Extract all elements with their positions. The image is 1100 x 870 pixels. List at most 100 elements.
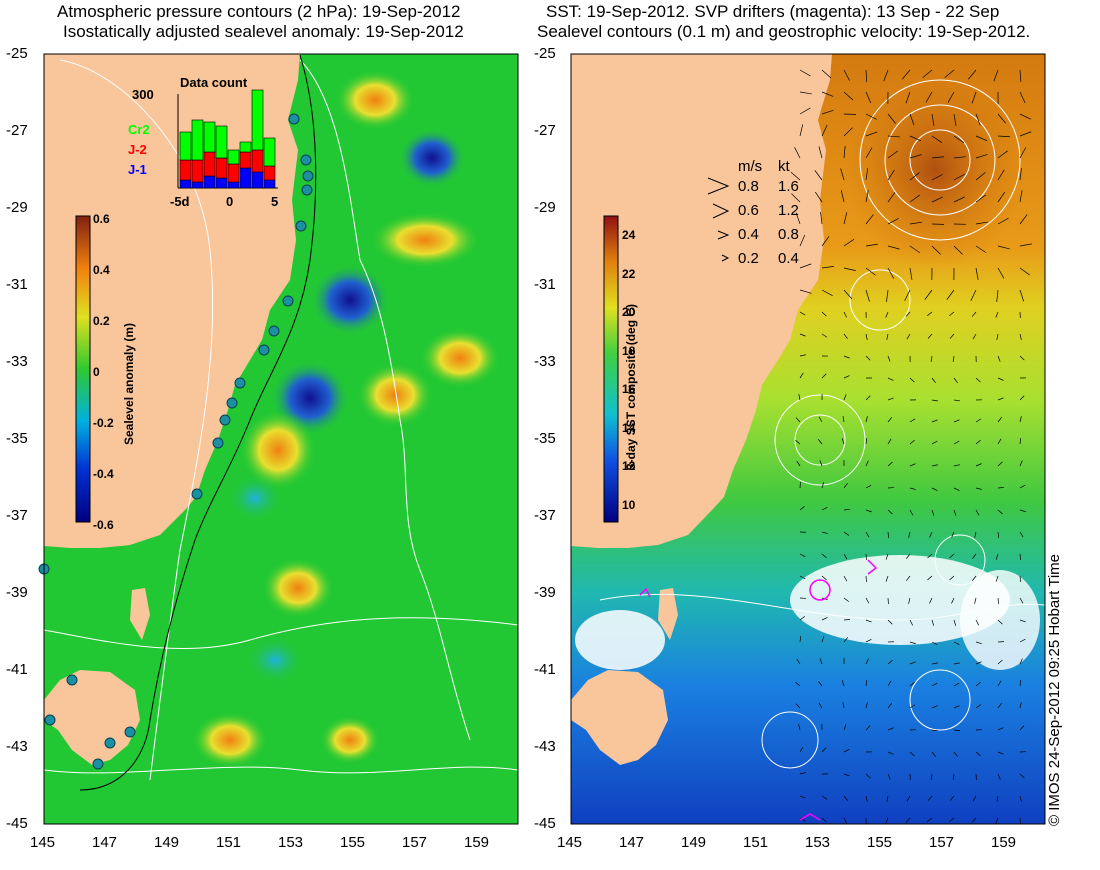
velocity-arrow xyxy=(975,267,979,280)
velocity-arrow xyxy=(799,69,811,77)
velocity-arrow xyxy=(887,751,894,755)
velocity-arrow xyxy=(905,575,911,581)
velocity-arrow xyxy=(997,377,1004,381)
velocity-arrow xyxy=(953,196,965,203)
velocity-arrow xyxy=(931,619,935,626)
right-map-frame xyxy=(570,53,1046,825)
velocity-arrow xyxy=(929,531,933,538)
velocity-arrow xyxy=(865,460,869,467)
shelf-contour xyxy=(79,54,317,791)
velocity-arrow xyxy=(975,439,981,445)
velocity-arrow xyxy=(951,597,955,604)
velocity-arrow xyxy=(930,773,933,780)
velocity-arrow xyxy=(909,463,916,467)
velocity-arrow xyxy=(1019,597,1024,604)
velocity-arrow xyxy=(931,245,941,255)
velocity-arrow xyxy=(997,659,1003,665)
latitude-tick-label: -43 xyxy=(534,738,556,755)
flinders-island xyxy=(658,588,678,640)
velocity-arrow xyxy=(865,416,868,423)
velocity-arrow xyxy=(887,135,900,138)
velocity-arrow xyxy=(901,69,911,80)
velocity-arrow xyxy=(799,746,804,753)
velocity-arrow xyxy=(996,289,999,302)
velocity-arrow xyxy=(927,311,933,316)
latitude-tick-label: -25 xyxy=(534,45,556,62)
velocity-arrow xyxy=(799,354,806,357)
velocity-arrow xyxy=(1019,113,1031,120)
sla-low-eddy xyxy=(245,636,305,684)
velocity-arrow xyxy=(865,113,877,120)
velocity-arrow xyxy=(885,817,889,824)
left-map-frame xyxy=(43,53,519,825)
velocity-arrow xyxy=(791,193,801,203)
latitude-tick-label: -27 xyxy=(6,122,28,139)
velocity-arrow xyxy=(818,416,823,423)
velocity-arrow xyxy=(997,531,1000,538)
velocity-arrow xyxy=(843,795,848,801)
velocity-arrow xyxy=(821,91,834,97)
velocity-arrow xyxy=(995,575,999,582)
velocity-arrow xyxy=(931,641,938,646)
velocity-arrow xyxy=(886,289,889,302)
histogram-bars xyxy=(179,89,276,189)
sla-high-eddy xyxy=(240,410,316,490)
velocity-arrow xyxy=(974,597,977,604)
velocity-arrow xyxy=(865,702,868,709)
velocity-arrow xyxy=(821,817,827,823)
velocity-arrow xyxy=(799,372,804,379)
velocity-arrow xyxy=(971,817,977,823)
velocity-arrow xyxy=(953,156,966,159)
cloud-mask xyxy=(960,570,1040,670)
velocity-arrow xyxy=(949,333,955,339)
velocity-arrow xyxy=(799,795,806,799)
velocity-arrow xyxy=(887,397,894,401)
histogram-bar xyxy=(251,89,264,151)
velocity-arrow xyxy=(1019,509,1026,513)
velocity-arrow xyxy=(795,417,801,423)
velocity-arrow xyxy=(931,509,935,516)
velocity-arrow xyxy=(887,192,896,203)
velocity-arrow xyxy=(997,191,1006,203)
velocity-arrow xyxy=(843,212,848,225)
velocity-arrow xyxy=(905,311,911,317)
velocity-arrow xyxy=(865,69,867,83)
velocity-arrow xyxy=(865,395,871,401)
longitude-tick-label: 155 xyxy=(340,834,366,851)
velocity-arrow xyxy=(975,194,986,203)
velocity-arrow xyxy=(908,531,911,538)
velocity-arrow xyxy=(931,662,938,665)
sst-colorbar-tick: 12 xyxy=(622,459,636,473)
histogram-bar xyxy=(239,167,252,189)
histogram-bar xyxy=(203,151,216,177)
warm-core-eddy xyxy=(845,70,1025,270)
velocity-arrow xyxy=(865,509,872,513)
velocity-arrow xyxy=(909,245,921,254)
velocity-arrow xyxy=(909,619,914,626)
velocity-arrow xyxy=(909,751,915,757)
velocity-arrow xyxy=(953,682,960,687)
histogram-xtick: 0 xyxy=(226,194,234,209)
velocity-arrow xyxy=(843,749,850,753)
sla-high-eddy xyxy=(370,212,480,268)
velocity-arrow xyxy=(841,680,845,687)
velocity-arrow xyxy=(927,553,933,559)
velocity-arrow xyxy=(1019,267,1030,276)
velocity-arrow xyxy=(997,438,1002,445)
velocity-arrow xyxy=(818,439,823,445)
velocity-arrow xyxy=(975,245,987,253)
velocity-arrow xyxy=(931,705,938,709)
pressure-contour xyxy=(43,766,519,774)
velocity-arrow xyxy=(821,553,827,559)
velocity-arrow xyxy=(1019,437,1021,445)
velocity-arrow xyxy=(840,168,845,181)
velocity-arrow xyxy=(799,575,806,580)
velocity-arrow xyxy=(927,795,933,801)
sla-colorbar-tick: -0.6 xyxy=(93,518,114,532)
velocity-arrow xyxy=(1019,725,1025,731)
velocity-arrow xyxy=(924,289,933,300)
latitude-tick-label: -37 xyxy=(6,507,28,524)
velocity-arrow xyxy=(975,377,981,383)
data-count-histogram xyxy=(177,89,278,189)
velocity-key-ms: 0.4 xyxy=(738,226,759,243)
